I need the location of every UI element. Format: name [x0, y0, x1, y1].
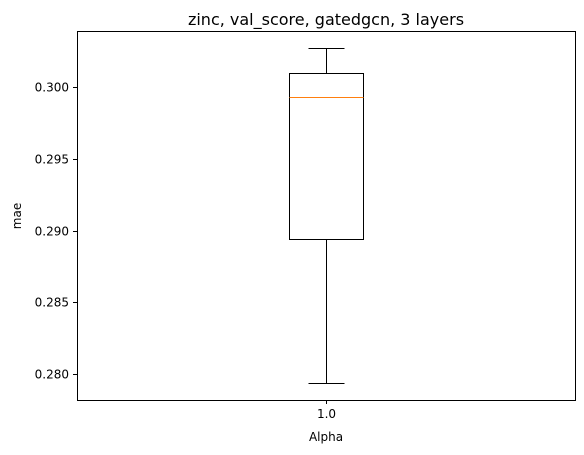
y-axis: 0.280 0.285 0.290 0.295 0.300 — [35, 81, 77, 382]
y-axis-label: mae — [10, 203, 24, 229]
y-tick-label: 0.285 — [35, 296, 69, 310]
box-1.0 — [289, 48, 364, 384]
iqr-box — [289, 73, 364, 240]
x-axis: 1.0 — [317, 400, 336, 421]
box-plot-group — [289, 48, 364, 384]
chart-title: zinc, val_score, gatedgcn, 3 layers — [188, 10, 464, 30]
y-tick-label: 0.300 — [35, 81, 69, 95]
x-axis-label: Alpha — [309, 430, 343, 444]
y-tick-label: 0.295 — [35, 153, 69, 167]
y-tick-label: 0.280 — [35, 368, 69, 382]
y-tick-label: 0.290 — [35, 225, 69, 239]
x-tick-label: 1.0 — [317, 407, 336, 421]
